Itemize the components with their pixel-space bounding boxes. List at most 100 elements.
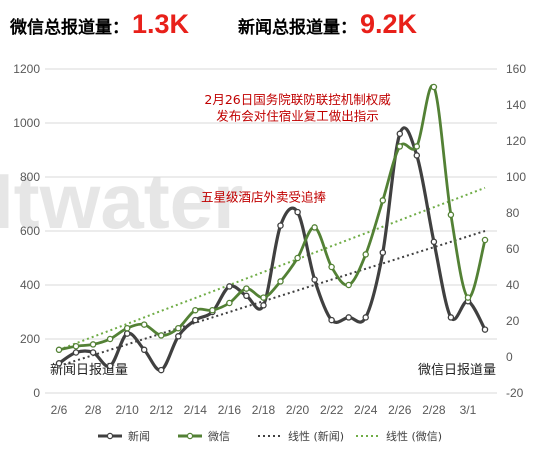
data-point bbox=[328, 316, 335, 324]
annotation: 五星级酒店外卖受追捧 bbox=[201, 189, 327, 204]
legend-marker bbox=[186, 432, 194, 440]
trend-line bbox=[58, 186, 486, 351]
y-right-tick-label: 60 bbox=[506, 242, 520, 256]
trend-line bbox=[58, 230, 486, 367]
x-tick-label: 3/1 bbox=[460, 403, 477, 417]
data-point bbox=[123, 324, 131, 332]
y-right-tick-label: 80 bbox=[506, 206, 520, 220]
legend-entry: 线性 (微信) bbox=[386, 429, 442, 443]
y-right-tick-label: 140 bbox=[506, 98, 526, 112]
data-point bbox=[430, 83, 438, 91]
data-point bbox=[226, 299, 233, 307]
y-right-tick-label: 40 bbox=[506, 278, 520, 292]
data-point bbox=[260, 294, 267, 301]
y-left-tick-label: 1000 bbox=[13, 116, 40, 130]
data-point bbox=[106, 335, 114, 343]
news-total-label: 新闻总报道量： bbox=[238, 17, 357, 38]
data-point bbox=[89, 341, 97, 348]
y-right-tick-label: -20 bbox=[506, 386, 524, 400]
data-point bbox=[55, 360, 63, 367]
data-point bbox=[379, 249, 387, 256]
x-tick-label: 2/26 bbox=[388, 403, 412, 417]
data-point bbox=[209, 306, 216, 314]
data-point bbox=[72, 342, 80, 350]
data-point bbox=[362, 251, 369, 258]
y-left-tick-label: 400 bbox=[20, 278, 40, 292]
y-left-tick-label: 200 bbox=[20, 332, 40, 346]
x-tick-label: 2/6 bbox=[51, 403, 68, 417]
wechat-total-label: 微信总报道量： bbox=[9, 17, 129, 38]
data-point bbox=[123, 330, 131, 337]
data-point bbox=[311, 276, 318, 283]
data-point bbox=[413, 143, 421, 150]
watermark: Itwater bbox=[0, 157, 243, 245]
data-point bbox=[345, 314, 352, 321]
data-point bbox=[140, 346, 148, 354]
data-point bbox=[311, 224, 318, 231]
y-right-tick-label: 100 bbox=[506, 170, 526, 184]
data-point bbox=[481, 236, 489, 244]
data-point bbox=[294, 254, 301, 262]
legend-marker bbox=[106, 432, 114, 440]
wechat-total-value: 1.3K bbox=[132, 9, 190, 39]
y-left-tick-label: 600 bbox=[20, 224, 40, 238]
legend-entry: 微信 bbox=[208, 429, 230, 443]
data-point bbox=[277, 278, 284, 285]
x-tick-label: 2/14 bbox=[184, 403, 208, 417]
data-point bbox=[106, 362, 114, 370]
data-point bbox=[464, 294, 472, 301]
data-point bbox=[396, 143, 404, 150]
data-point bbox=[430, 238, 438, 246]
y-left-tick-label: 800 bbox=[20, 170, 40, 184]
data-point bbox=[277, 222, 284, 229]
data-point bbox=[192, 306, 199, 314]
data-point bbox=[175, 324, 182, 332]
data-point bbox=[260, 302, 267, 309]
y-right-tick-label: 120 bbox=[506, 134, 526, 148]
data-point bbox=[157, 332, 165, 339]
data-point bbox=[413, 152, 421, 159]
news-total-value: 9.2K bbox=[360, 9, 418, 39]
data-point bbox=[362, 314, 369, 321]
data-point bbox=[447, 211, 455, 219]
data-point bbox=[447, 314, 455, 321]
legend-entry: 新闻 bbox=[128, 429, 150, 443]
data-point bbox=[157, 366, 165, 374]
annotation: 2月26日国务院联防联控机制权威 bbox=[204, 92, 391, 107]
x-tick-label: 2/8 bbox=[85, 403, 102, 417]
x-tick-label: 2/28 bbox=[422, 403, 446, 417]
y-right-axis-label: 微信日报道量 bbox=[418, 363, 496, 378]
x-tick-label: 2/12 bbox=[150, 403, 174, 417]
data-point bbox=[226, 283, 233, 290]
data-point bbox=[243, 292, 250, 300]
x-tick-label: 2/10 bbox=[115, 403, 139, 417]
data-point bbox=[328, 263, 335, 271]
x-tick-label: 2/16 bbox=[218, 403, 242, 417]
data-point bbox=[345, 281, 352, 289]
y-left-tick-label: 1200 bbox=[13, 62, 40, 76]
data-point bbox=[396, 130, 404, 138]
data-point bbox=[294, 208, 301, 216]
y-right-tick-label: 160 bbox=[506, 62, 526, 76]
x-tick-label: 2/24 bbox=[354, 403, 378, 417]
y-left-tick-label: 0 bbox=[33, 386, 40, 400]
series-layer bbox=[55, 83, 489, 374]
legend-entry: 线性 (新闻) bbox=[288, 429, 344, 443]
data-point bbox=[55, 346, 63, 354]
y-right-tick-label: 20 bbox=[506, 314, 520, 328]
data-point bbox=[175, 333, 182, 340]
data-point bbox=[89, 349, 97, 356]
data-point bbox=[72, 349, 80, 356]
data-point bbox=[192, 316, 199, 324]
x-tick-label: 2/20 bbox=[286, 403, 310, 417]
data-point bbox=[243, 285, 250, 292]
legend: 新闻 微信 线性 (新闻) 线性 (微信) bbox=[98, 429, 442, 443]
x-tick-label: 2/18 bbox=[252, 403, 276, 417]
data-point bbox=[481, 326, 489, 333]
axes: 0 200 400 600 800 1000 1200 -20 0 20 40 60 80 100 120 1… bbox=[13, 62, 526, 417]
data-point bbox=[379, 197, 387, 204]
annotation: 发布会对住宿业复工做出指示 bbox=[216, 108, 379, 123]
y-right-tick-label: 0 bbox=[506, 350, 513, 364]
